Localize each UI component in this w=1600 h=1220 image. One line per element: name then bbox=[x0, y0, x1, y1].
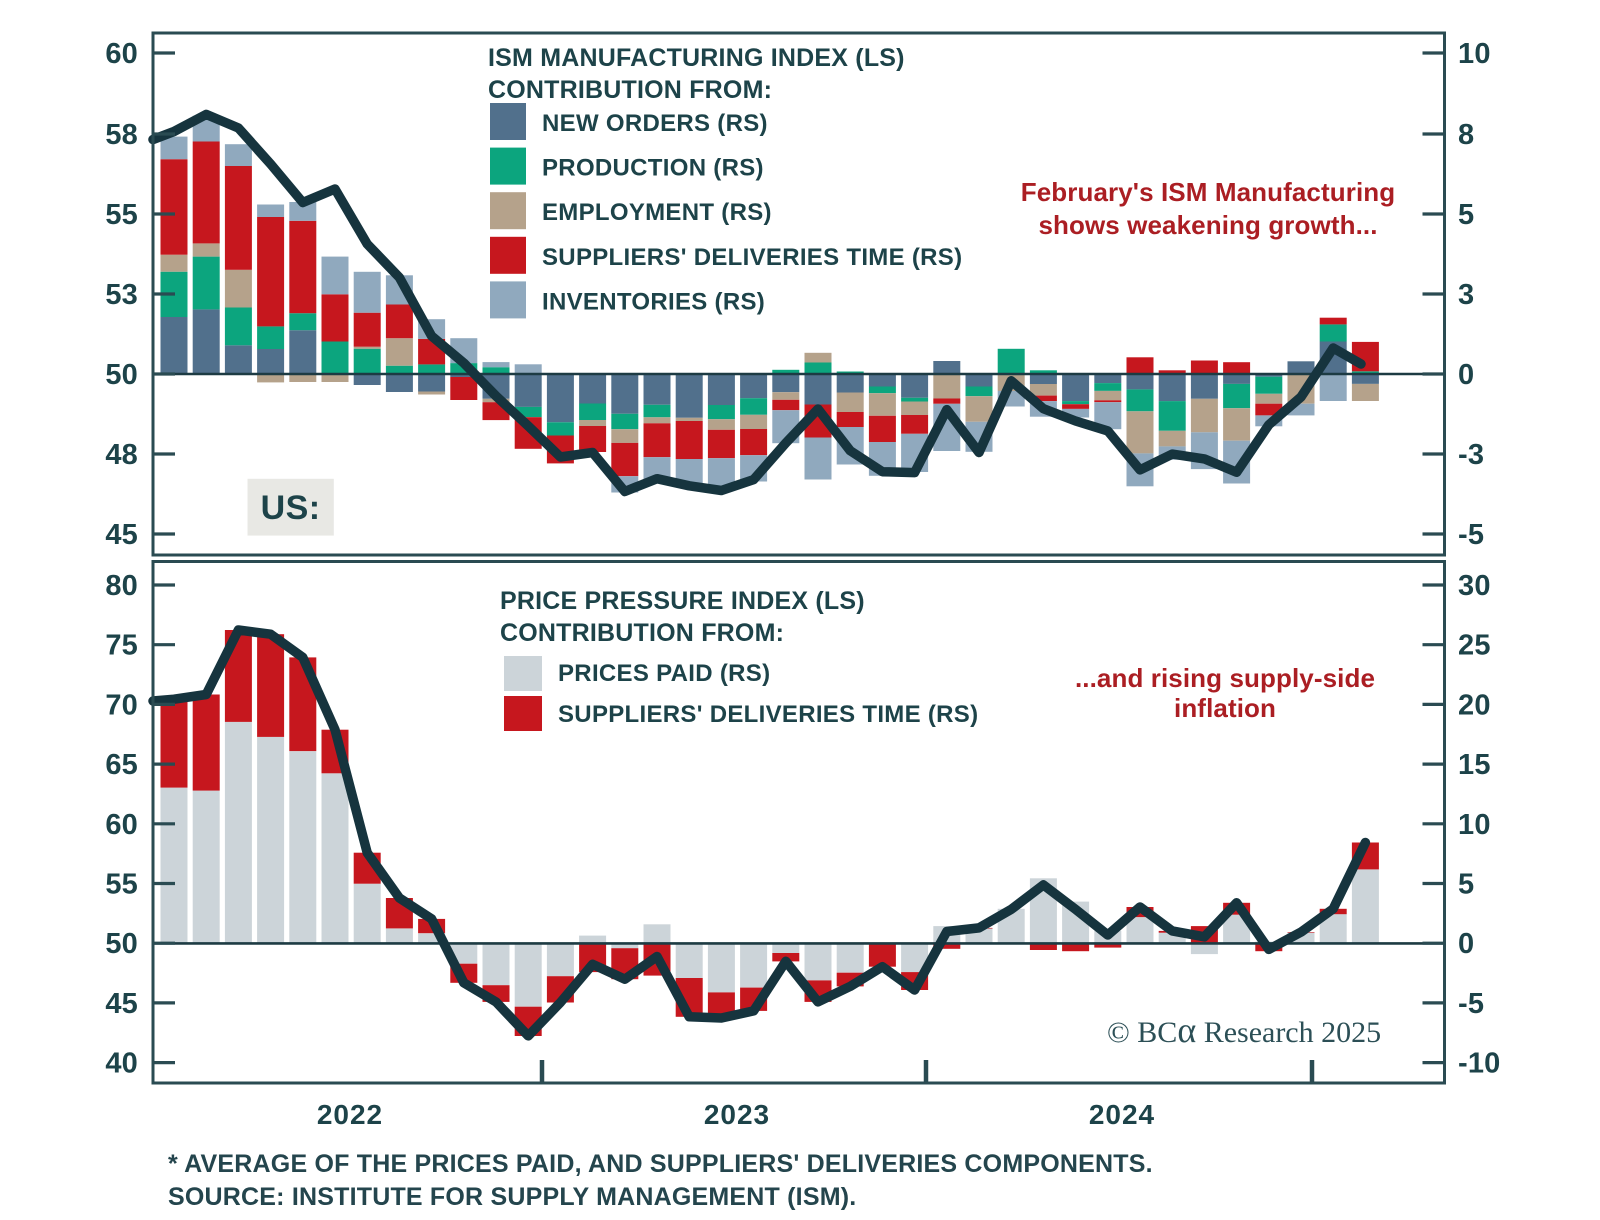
svg-text:PRICES PAID (RS): PRICES PAID (RS) bbox=[558, 660, 770, 687]
svg-text:45: 45 bbox=[105, 519, 138, 551]
svg-text:INVENTORIES (RS): INVENTORIES (RS) bbox=[542, 288, 765, 315]
svg-text:20: 20 bbox=[1458, 689, 1491, 721]
svg-text:60: 60 bbox=[105, 38, 138, 70]
svg-text:SOURCE: INSTITUTE FOR SUPPLY M: SOURCE: INSTITUTE FOR SUPPLY MANAGEMENT … bbox=[168, 1183, 856, 1211]
svg-text:58: 58 bbox=[105, 119, 138, 151]
svg-text:60: 60 bbox=[105, 809, 138, 841]
svg-text:40: 40 bbox=[105, 1048, 138, 1080]
svg-text:10: 10 bbox=[1458, 38, 1491, 70]
svg-text:55: 55 bbox=[105, 869, 138, 901]
svg-text:80: 80 bbox=[105, 570, 138, 602]
svg-text:SUPPLIERS' DELIVERIES TIME (RS: SUPPLIERS' DELIVERIES TIME (RS) bbox=[542, 244, 962, 271]
svg-text:* AVERAGE OF THE PRICES PAID,: * AVERAGE OF THE PRICES PAID, AND SUPPLI… bbox=[168, 1150, 1153, 1178]
svg-text:ISM MANUFACTURING INDEX (LS): ISM MANUFACTURING INDEX (LS) bbox=[488, 44, 905, 72]
svg-text:8: 8 bbox=[1458, 119, 1474, 151]
svg-text:CONTRIBUTION FROM:: CONTRIBUTION FROM: bbox=[488, 76, 772, 104]
svg-text:70: 70 bbox=[105, 689, 138, 721]
svg-text:inflation: inflation bbox=[1174, 693, 1276, 723]
svg-text:PRICE PRESSURE INDEX (LS): PRICE PRESSURE INDEX (LS) bbox=[500, 587, 865, 615]
svg-text:15: 15 bbox=[1458, 749, 1491, 781]
svg-text:PRODUCTION (RS): PRODUCTION (RS) bbox=[542, 155, 764, 182]
svg-text:55: 55 bbox=[105, 199, 138, 231]
svg-text:30: 30 bbox=[1458, 570, 1491, 602]
svg-text:© BCα Research 2025: © BCα Research 2025 bbox=[1107, 1010, 1381, 1050]
svg-text:65: 65 bbox=[105, 749, 138, 781]
svg-text:EMPLOYMENT (RS): EMPLOYMENT (RS) bbox=[542, 199, 772, 226]
svg-text:-5: -5 bbox=[1458, 519, 1484, 551]
svg-text:-3: -3 bbox=[1458, 439, 1484, 471]
svg-text:48: 48 bbox=[105, 439, 138, 471]
svg-text:2023: 2023 bbox=[704, 1099, 770, 1130]
svg-text:0: 0 bbox=[1458, 928, 1474, 960]
svg-text:2022: 2022 bbox=[317, 1099, 383, 1130]
svg-text:-10: -10 bbox=[1458, 1048, 1501, 1080]
svg-text:2024: 2024 bbox=[1089, 1099, 1155, 1130]
svg-text:SUPPLIERS' DELIVERIES TIME (RS: SUPPLIERS' DELIVERIES TIME (RS) bbox=[558, 701, 978, 728]
svg-text:shows weakening growth...: shows weakening growth... bbox=[1038, 210, 1377, 240]
svg-text:US:: US: bbox=[261, 489, 321, 527]
svg-text:75: 75 bbox=[105, 630, 138, 662]
svg-text:CONTRIBUTION FROM:: CONTRIBUTION FROM: bbox=[500, 619, 784, 647]
svg-text:50: 50 bbox=[105, 359, 138, 391]
svg-text:-5: -5 bbox=[1458, 988, 1484, 1020]
svg-text:45: 45 bbox=[105, 988, 138, 1020]
svg-text:February's ISM Manufacturing: February's ISM Manufacturing bbox=[1021, 177, 1395, 207]
svg-text:10: 10 bbox=[1458, 809, 1491, 841]
svg-text:25: 25 bbox=[1458, 630, 1491, 662]
svg-text:5: 5 bbox=[1458, 199, 1474, 231]
svg-text:0: 0 bbox=[1458, 359, 1474, 391]
svg-text:...and rising supply-side: ...and rising supply-side bbox=[1075, 663, 1375, 693]
svg-text:3: 3 bbox=[1458, 279, 1474, 311]
svg-text:5: 5 bbox=[1458, 869, 1474, 901]
svg-text:50: 50 bbox=[105, 928, 138, 960]
svg-text:53: 53 bbox=[105, 279, 138, 311]
svg-text:NEW ORDERS (RS): NEW ORDERS (RS) bbox=[542, 110, 768, 137]
